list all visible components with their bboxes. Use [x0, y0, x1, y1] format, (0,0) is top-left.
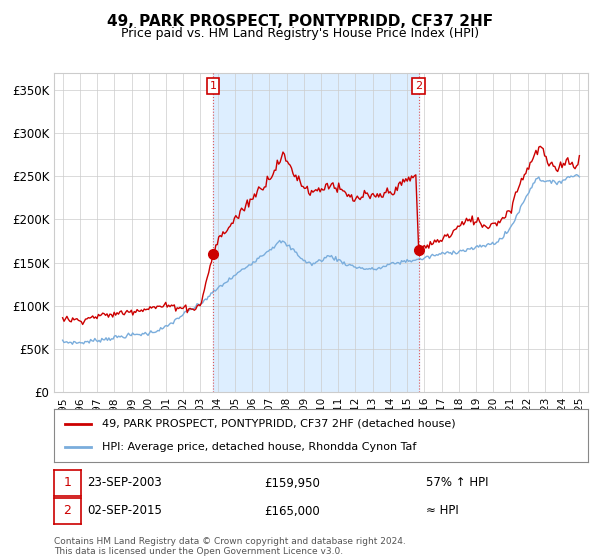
Text: 2: 2: [64, 505, 71, 517]
Text: £159,950: £159,950: [264, 477, 320, 489]
Text: HPI: Average price, detached house, Rhondda Cynon Taf: HPI: Average price, detached house, Rhon…: [102, 442, 416, 452]
Text: 2: 2: [415, 81, 422, 91]
Text: 49, PARK PROSPECT, PONTYPRIDD, CF37 2HF (detached house): 49, PARK PROSPECT, PONTYPRIDD, CF37 2HF …: [102, 419, 455, 429]
Text: Contains HM Land Registry data © Crown copyright and database right 2024.: Contains HM Land Registry data © Crown c…: [54, 538, 406, 547]
Text: 1: 1: [209, 81, 217, 91]
Text: 02-SEP-2015: 02-SEP-2015: [87, 505, 162, 517]
Text: Price paid vs. HM Land Registry's House Price Index (HPI): Price paid vs. HM Land Registry's House …: [121, 27, 479, 40]
Text: 49, PARK PROSPECT, PONTYPRIDD, CF37 2HF: 49, PARK PROSPECT, PONTYPRIDD, CF37 2HF: [107, 14, 493, 29]
Text: £165,000: £165,000: [264, 505, 320, 517]
Text: 1: 1: [64, 477, 71, 489]
Bar: [213, 73, 419, 392]
Text: ≈ HPI: ≈ HPI: [426, 505, 459, 517]
Text: 23-SEP-2003: 23-SEP-2003: [87, 477, 162, 489]
Text: 57% ↑ HPI: 57% ↑ HPI: [426, 477, 488, 489]
Text: This data is licensed under the Open Government Licence v3.0.: This data is licensed under the Open Gov…: [54, 548, 343, 557]
